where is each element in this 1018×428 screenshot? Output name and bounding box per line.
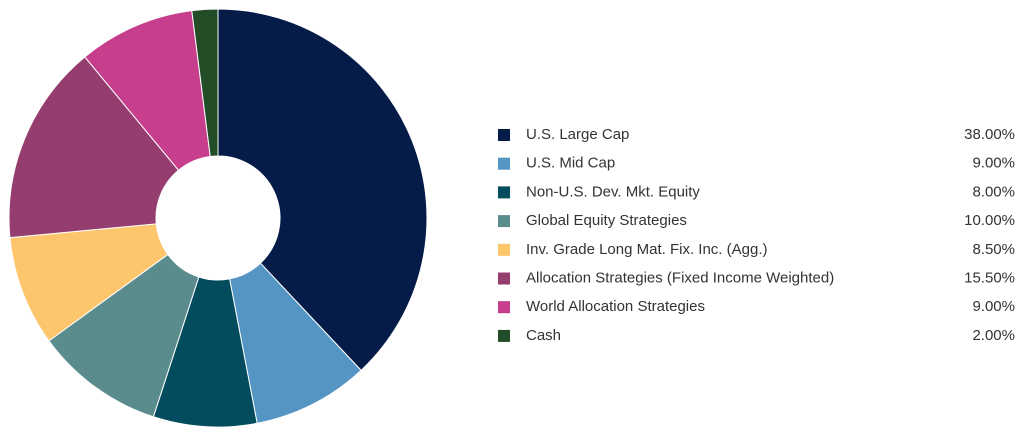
value-label: 9.00% (972, 155, 1015, 172)
value-label: 10.00% (964, 212, 1015, 229)
legend-label: Inv. Grade Long Mat. Fix. Inc. (Agg.) (526, 241, 768, 258)
legend-swatch (498, 329, 510, 342)
slice (217, 8, 428, 372)
slice (48, 253, 200, 418)
legend-label: Cash (526, 327, 561, 344)
legend-swatch (498, 129, 510, 141)
legend-label: Global Equity Strategies (526, 212, 687, 229)
legend-swatch (498, 301, 510, 314)
value-label: 8.00% (972, 183, 1015, 200)
legend-swatch (498, 157, 510, 170)
value-label: 38.00% (964, 126, 1015, 143)
value-label: 8.50% (972, 241, 1015, 258)
legend-label: Allocation Strategies (Fixed Income Weig… (526, 269, 834, 286)
legend-label: U.S. Mid Cap (526, 155, 615, 172)
value-label: 15.50% (964, 269, 1015, 286)
legend-swatch (498, 186, 510, 199)
value-label: 9.00% (972, 298, 1015, 315)
legend-swatch (498, 215, 510, 228)
legend-label: Non-U.S. Dev. Mkt. Equity (526, 183, 700, 200)
legend-swatch (498, 243, 510, 256)
value-label: 2.00% (972, 327, 1015, 344)
legend-label: World Allocation Strategies (526, 298, 705, 315)
legend-swatch (498, 272, 510, 285)
legend-label: U.S. Large Cap (526, 126, 629, 143)
slice (8, 56, 180, 239)
slice (191, 8, 219, 158)
